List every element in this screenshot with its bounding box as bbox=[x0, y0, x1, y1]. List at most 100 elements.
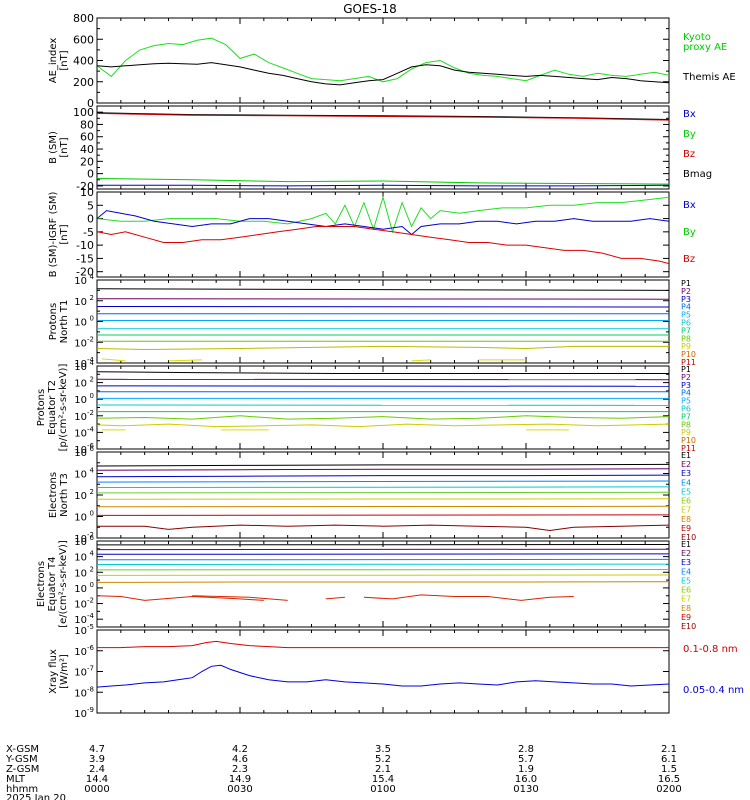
y-tick-exponent: 0 bbox=[90, 315, 94, 323]
y-tick-label: -10 bbox=[76, 239, 94, 252]
y-tick-label: 10 bbox=[74, 470, 87, 481]
series-line-e7 bbox=[97, 498, 669, 500]
legend-entry: P5 bbox=[681, 311, 691, 320]
x-row-label: Z-GSM bbox=[6, 764, 39, 775]
y-tick-exponent: 4 bbox=[90, 467, 95, 475]
series-line-bz bbox=[97, 112, 669, 121]
series-line-e9 bbox=[97, 595, 264, 601]
x-row-label: Y-GSM bbox=[5, 754, 38, 765]
series-line-e6 bbox=[97, 491, 669, 494]
x-row-value: 14.4 bbox=[86, 774, 108, 785]
x-row-value: 0200 bbox=[656, 784, 681, 795]
series-line-e3 bbox=[97, 474, 669, 478]
y-tick-label: 10 bbox=[74, 428, 87, 439]
legend-entry: P8 bbox=[681, 334, 691, 343]
y-tick-exponent: -6 bbox=[87, 644, 95, 652]
y-tick-label: 10 bbox=[74, 359, 87, 370]
y-tick-exponent: -9 bbox=[87, 706, 94, 714]
y-tick-label: 10 bbox=[74, 448, 87, 459]
legend-entry: P2 bbox=[681, 287, 691, 296]
series-line-by bbox=[97, 195, 669, 234]
series-line-kyoto-proxy-ae bbox=[97, 37, 669, 83]
x-row-value: 16.5 bbox=[658, 774, 680, 785]
y-axis-label: [nT] bbox=[59, 137, 70, 157]
y-tick-exponent: 0 bbox=[90, 510, 94, 518]
y-tick-label: 10 bbox=[74, 688, 87, 699]
x-row-value: 0130 bbox=[513, 784, 538, 795]
series-line-p3 bbox=[97, 306, 669, 308]
y-tick-label: 10 bbox=[74, 709, 87, 720]
legend-entry: E2 bbox=[681, 460, 691, 469]
legend-entry: P1 bbox=[681, 279, 691, 288]
y-tick-label: -15 bbox=[76, 252, 94, 265]
y-tick-label: 10 bbox=[74, 395, 87, 406]
series-line-e9 bbox=[97, 514, 669, 516]
legend-entry: Bx bbox=[683, 109, 696, 120]
legend-entry: E2 bbox=[681, 549, 691, 558]
y-tick-exponent: -2 bbox=[87, 409, 94, 417]
legend-entry: 0.1-0.8 nm bbox=[683, 644, 738, 655]
x-row-value: 3.9 bbox=[89, 754, 105, 765]
x-row-value: 5.7 bbox=[518, 754, 534, 765]
legend-entry: Kyoto bbox=[683, 32, 711, 43]
legend-entry: E4 bbox=[681, 478, 691, 487]
panel-frame bbox=[96, 17, 670, 104]
y-tick-exponent: 6 bbox=[90, 534, 95, 542]
x-row-value: 4.2 bbox=[232, 744, 248, 755]
y-tick-label: 800 bbox=[73, 12, 94, 25]
legend-entry: E3 bbox=[681, 469, 691, 478]
legend-entry: E8 bbox=[681, 604, 691, 613]
legend-entry: proxy AE bbox=[683, 42, 727, 53]
y-axis-label: B (SM) bbox=[48, 131, 59, 164]
series-line-0-05-0-4-nm bbox=[97, 664, 669, 688]
y-tick-label: 10 bbox=[74, 626, 87, 637]
legend-entry: E9 bbox=[681, 524, 691, 533]
y-tick-label: 0 bbox=[87, 97, 94, 110]
y-tick-exponent: 2 bbox=[90, 488, 94, 496]
x-row-value: 6.1 bbox=[661, 754, 677, 765]
series-line-p2 bbox=[97, 298, 669, 300]
x-row-value: 3.5 bbox=[375, 744, 391, 755]
series-line-p10c bbox=[411, 359, 431, 362]
y-tick-label: 10 bbox=[74, 276, 87, 287]
y-tick-label: 10 bbox=[74, 537, 87, 548]
series-line-p1 bbox=[97, 371, 669, 374]
x-row-value: 1.5 bbox=[661, 764, 677, 775]
x-row-value: 5.2 bbox=[375, 754, 391, 765]
legend-entry: P2 bbox=[681, 373, 691, 382]
legend-entry: P6 bbox=[681, 319, 691, 328]
series-line-p1 bbox=[97, 288, 669, 291]
panel-frame bbox=[96, 191, 670, 278]
y-tick-label: 100 bbox=[73, 106, 94, 119]
legend-entry: Bx bbox=[683, 200, 696, 211]
legend-entry: P6 bbox=[681, 405, 691, 414]
y-tick-label: -20 bbox=[76, 180, 94, 193]
y-tick-label: 40 bbox=[80, 143, 94, 156]
y-axis-label: B (SM)-IGRF (SM) bbox=[48, 192, 59, 278]
legend-entry: Bmag bbox=[683, 169, 712, 180]
y-axis-label: [p/(cm²-s-sr-keV)] bbox=[58, 364, 69, 452]
x-row-value: 1.9 bbox=[518, 764, 534, 775]
x-row-value: 0000 bbox=[84, 784, 109, 795]
legend-entry: P11 bbox=[681, 444, 696, 453]
legend: Bx By Bz Bmag bbox=[683, 109, 712, 180]
y-tick-label: 0 bbox=[87, 213, 94, 226]
legend-entry: Bz bbox=[683, 254, 695, 265]
legend-entry: P10 bbox=[681, 350, 696, 359]
series-line-e8 bbox=[97, 581, 669, 583]
legend-entry: P9 bbox=[681, 342, 691, 351]
y-tick-exponent: -4 bbox=[87, 425, 95, 433]
series-line-e1 bbox=[97, 463, 669, 467]
legend-entry: E1 bbox=[681, 451, 691, 460]
series-line-e9b bbox=[192, 595, 288, 601]
x-row-value: 15.4 bbox=[372, 774, 394, 785]
y-tick-label: -5 bbox=[83, 226, 94, 239]
y-tick-label: 10 bbox=[74, 600, 87, 611]
y-tick-exponent: -4 bbox=[87, 356, 95, 364]
x-row-value: 16.0 bbox=[515, 774, 537, 785]
